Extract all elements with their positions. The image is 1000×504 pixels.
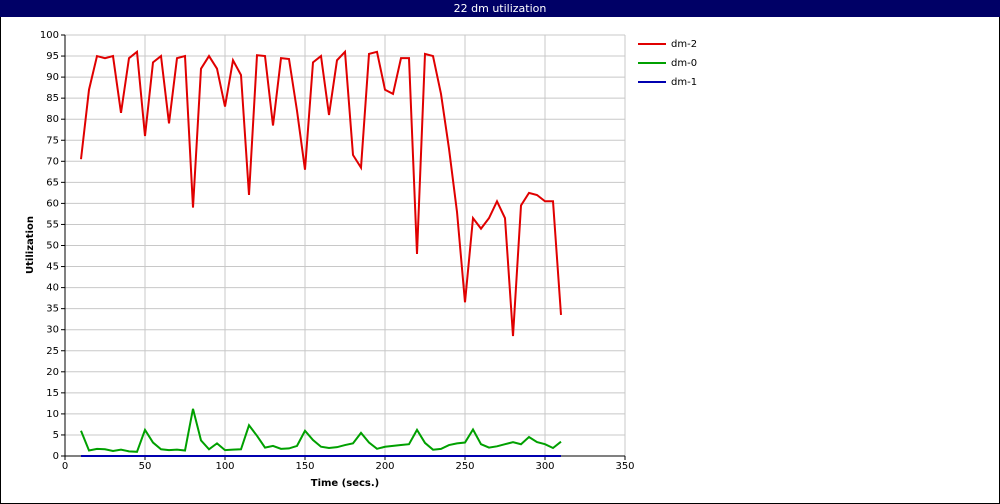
x-tick-label: 250 bbox=[455, 461, 474, 472]
y-tick-label: 80 bbox=[46, 114, 59, 125]
y-axis-label: Utilization bbox=[25, 216, 36, 274]
chart-title: 22 dm utilization bbox=[454, 2, 547, 15]
y-tick-label: 65 bbox=[46, 177, 59, 188]
legend-label: dm-1 bbox=[671, 77, 697, 88]
y-tick-label: 60 bbox=[46, 198, 59, 209]
y-tick-label: 10 bbox=[46, 409, 59, 420]
x-tick-label: 200 bbox=[375, 461, 394, 472]
y-tick-label: 5 bbox=[53, 430, 59, 441]
y-tick-label: 100 bbox=[40, 30, 59, 41]
y-tick-label: 35 bbox=[46, 304, 59, 315]
x-axis-label: Time (secs.) bbox=[311, 478, 380, 489]
legend-label: dm-0 bbox=[671, 58, 697, 69]
legend-label: dm-2 bbox=[671, 39, 697, 50]
series-line bbox=[80, 49, 562, 337]
x-tick-label: 0 bbox=[62, 461, 68, 472]
y-tick-label: 95 bbox=[46, 51, 59, 62]
y-tick-label: 25 bbox=[46, 346, 59, 357]
y-tick-label: 45 bbox=[46, 262, 59, 273]
y-tick-label: 20 bbox=[46, 367, 59, 378]
y-tick-label: 30 bbox=[46, 325, 59, 336]
x-tick-label: 350 bbox=[615, 461, 634, 472]
y-tick-label: 15 bbox=[46, 388, 59, 399]
series-line bbox=[80, 408, 562, 453]
x-tick-label: 50 bbox=[139, 461, 152, 472]
y-tick-label: 70 bbox=[46, 156, 59, 167]
y-tick-label: 0 bbox=[53, 451, 59, 462]
x-tick-label: 300 bbox=[535, 461, 554, 472]
y-tick-label: 50 bbox=[46, 241, 59, 252]
y-tick-label: 40 bbox=[46, 283, 59, 294]
y-tick-label: 90 bbox=[46, 72, 59, 83]
y-tick-label: 55 bbox=[46, 219, 59, 230]
x-tick-label: 150 bbox=[295, 461, 314, 472]
y-tick-label: 85 bbox=[46, 93, 59, 104]
x-tick-label: 100 bbox=[215, 461, 234, 472]
y-tick-label: 75 bbox=[46, 135, 59, 146]
title-bar bbox=[0, 0, 1000, 17]
